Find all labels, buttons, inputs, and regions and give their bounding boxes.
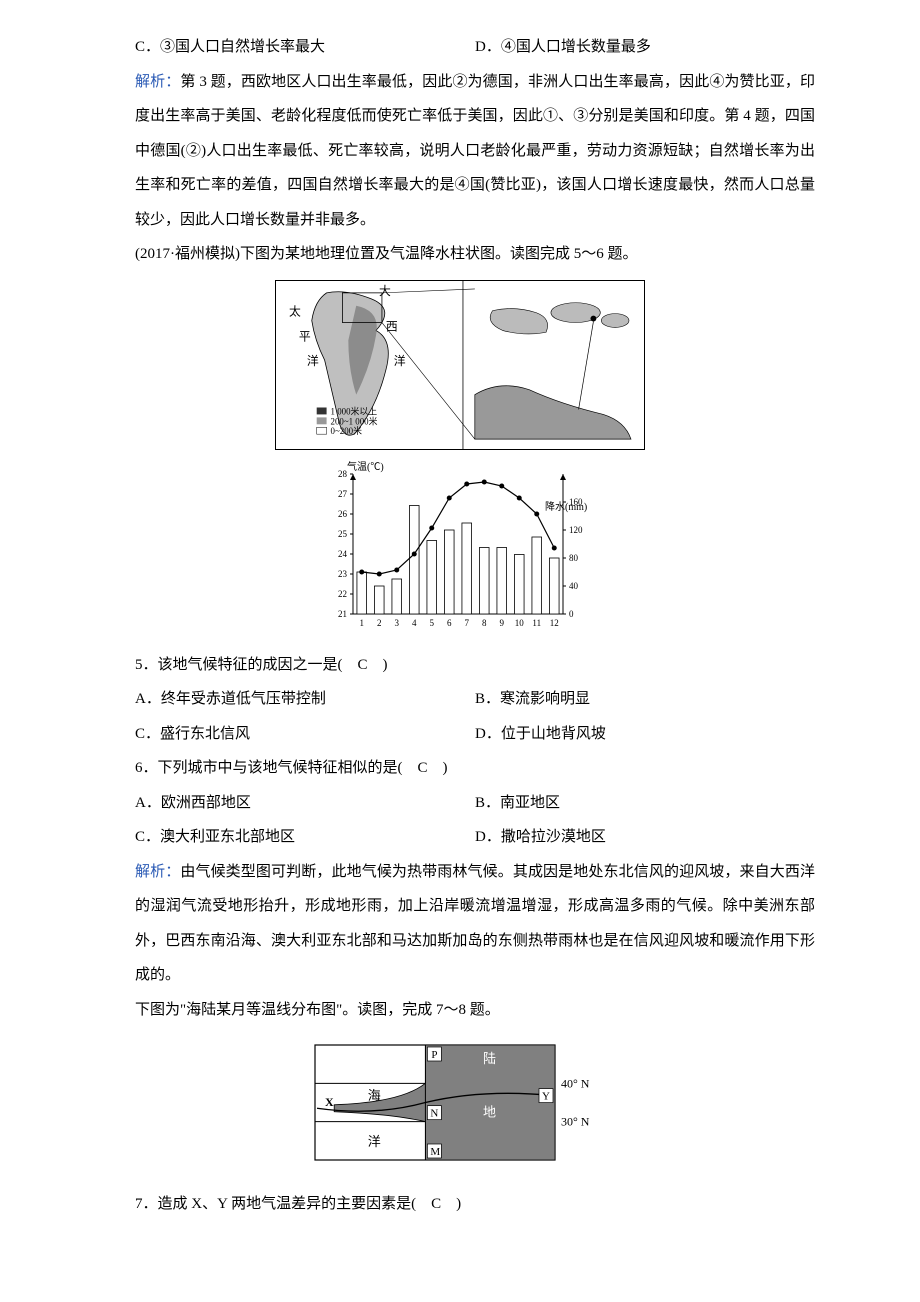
svg-text:2: 2 <box>377 618 382 628</box>
svg-text:25: 25 <box>338 529 348 539</box>
label-pacific-yang: 洋 <box>307 354 319 368</box>
svg-text:26: 26 <box>338 509 348 519</box>
analysis-34: 解析：第 3 题，西欧地区人口出生率最低，因此②为德国，非洲人口出生率最高，因此… <box>105 65 815 238</box>
svg-text:洋: 洋 <box>368 1134 381 1149</box>
svg-text:7: 7 <box>465 618 470 628</box>
q5-c: C．盛行东北信风 <box>105 717 475 752</box>
svg-text:M: M <box>430 1146 440 1158</box>
analysis-56: 解析：由气候类型图可判断，此地气候为热带雨林气候。其成因是地处东北信风的迎风坡，… <box>105 855 815 993</box>
svg-text:120: 120 <box>569 525 583 535</box>
svg-text:X: X <box>325 1095 334 1109</box>
q6-a: A．欧洲西部地区 <box>105 786 475 821</box>
q6-c: C．澳大利亚东北部地区 <box>105 820 475 855</box>
svg-text:6: 6 <box>447 618 452 628</box>
svg-text:9: 9 <box>500 618 505 628</box>
analysis-34-text: 第 3 题，西欧地区人口出生率最低，因此②为德国，非洲人口出生率最高，因此④为赞… <box>135 74 815 228</box>
svg-text:21: 21 <box>338 609 347 619</box>
svg-text:N: N <box>430 1108 438 1120</box>
isotherm-map: P N M X Y 陆地 海洋 40° N 30° N <box>295 1035 625 1175</box>
q5-b: B．寒流影响明显 <box>475 682 815 717</box>
q6-ab: A．欧洲西部地区 B．南亚地区 <box>105 786 815 821</box>
svg-text:8: 8 <box>482 618 487 628</box>
svg-text:气温(℃): 气温(℃) <box>347 460 384 473</box>
map-svg: 大 太 平 洋 西 洋 1 000米以上 200~1 000米 0~200米 <box>275 280 645 450</box>
svg-text:3: 3 <box>395 618 400 628</box>
svg-text:P: P <box>431 1049 437 1061</box>
svg-text:12: 12 <box>550 618 559 628</box>
q5-ab: A．终年受赤道低气压带控制 B．寒流影响明显 <box>105 682 815 717</box>
label-pacific-ping: 平 <box>299 329 311 343</box>
svg-text:1: 1 <box>360 618 365 628</box>
svg-text:22: 22 <box>338 589 347 599</box>
svg-text:24: 24 <box>338 549 348 559</box>
svg-text:40: 40 <box>569 581 579 591</box>
svg-text:23: 23 <box>338 569 348 579</box>
option-c: C．③国人口自然增长率最大 <box>105 30 475 65</box>
svg-text:Y: Y <box>542 1091 550 1103</box>
svg-text:降水(mm): 降水(mm) <box>545 500 587 513</box>
legend-3: 0~200米 <box>331 425 363 436</box>
q6-b: B．南亚地区 <box>475 786 815 821</box>
option-d: D．④国人口增长数量最多 <box>475 30 815 65</box>
svg-text:10: 10 <box>515 618 525 628</box>
legend-1: 1 000米以上 <box>331 405 378 416</box>
figure-56: 大 太 平 洋 西 洋 1 000米以上 200~1 000米 0~200米 2… <box>105 280 815 636</box>
intro-56: (2017·福州模拟)下图为某地地理位置及气温降水柱状图。读图完成 5～6 题。 <box>105 237 815 272</box>
svg-text:30° N: 30° N <box>561 1115 590 1129</box>
svg-text:11: 11 <box>532 618 541 628</box>
q6-cd: C．澳大利亚东北部地区 D．撒哈拉沙漠地区 <box>105 820 815 855</box>
label-pacific-tai: 太 <box>289 304 301 318</box>
climate-chart: 282726252423222116012080400气温(℃)降水(mm)12… <box>315 456 605 636</box>
options-c-d: C．③国人口自然增长率最大 D．④国人口增长数量最多 <box>105 30 815 65</box>
q6-d: D．撒哈拉沙漠地区 <box>475 820 815 855</box>
svg-text:40° N: 40° N <box>561 1076 590 1090</box>
svg-text:0: 0 <box>569 609 574 619</box>
q5-a: A．终年受赤道低气压带控制 <box>105 682 475 717</box>
svg-text:海: 海 <box>368 1088 381 1103</box>
q5-cd: C．盛行东北信风 D．位于山地背风坡 <box>105 717 815 752</box>
label-ocean: 洋 <box>394 354 406 368</box>
legend-2: 200~1 000米 <box>331 415 378 426</box>
analysis-label: 解析： <box>135 74 180 90</box>
q7-stem: 7．造成 X、Y 两地气温差异的主要因素是( C ) <box>105 1187 815 1222</box>
svg-text:27: 27 <box>338 489 348 499</box>
label-big: 大 <box>379 283 391 297</box>
q5-stem: 5．该地气候特征的成因之一是( C ) <box>105 648 815 683</box>
svg-text:地: 地 <box>483 1104 496 1119</box>
q5-d: D．位于山地背风坡 <box>475 717 815 752</box>
analysis-label-56: 解析： <box>135 864 180 880</box>
svg-text:陆: 陆 <box>483 1051 496 1066</box>
label-west: 西 <box>386 319 398 333</box>
analysis-56-text: 由气候类型图可判断，此地气候为热带雨林气候。其成因是地处东北信风的迎风坡，来自大… <box>135 864 815 984</box>
svg-text:80: 80 <box>569 553 579 563</box>
svg-text:5: 5 <box>430 618 435 628</box>
figure-78: P N M X Y 陆地 海洋 40° N 30° N <box>105 1035 815 1175</box>
intro-78: 下图为"海陆某月等温线分布图"。读图，完成 7～8 题。 <box>105 993 815 1028</box>
q6-stem: 6．下列城市中与该地气候特征相似的是( C ) <box>105 751 815 786</box>
svg-text:4: 4 <box>412 618 417 628</box>
